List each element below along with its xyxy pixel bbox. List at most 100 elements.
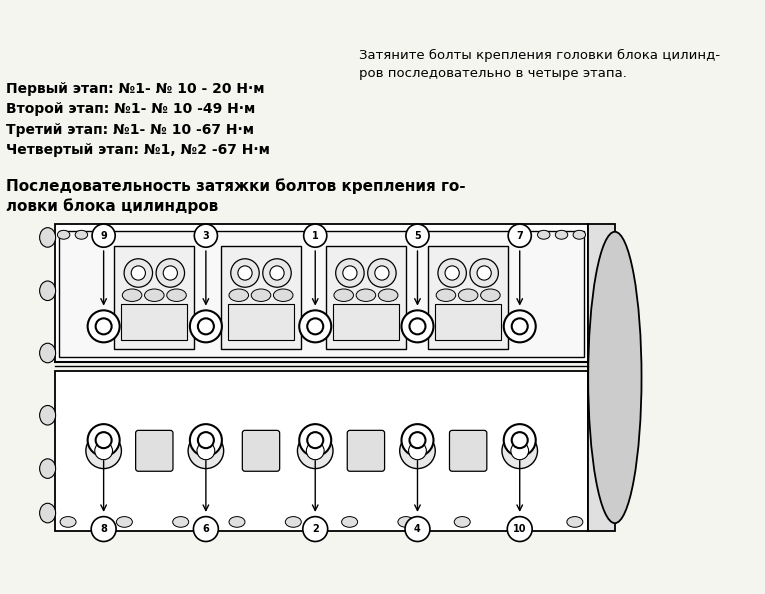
Circle shape: [96, 432, 112, 448]
FancyBboxPatch shape: [135, 431, 173, 471]
Text: ров последовательно в четыре этапа.: ров последовательно в четыре этапа.: [342, 67, 627, 80]
Circle shape: [512, 318, 528, 334]
Text: ловки блока цилиндров: ловки блока цилиндров: [6, 198, 218, 214]
Ellipse shape: [356, 289, 376, 301]
Polygon shape: [55, 224, 588, 362]
Circle shape: [402, 424, 434, 456]
Bar: [333, 304, 399, 340]
Circle shape: [304, 224, 327, 247]
Text: Второй этап: №1- № 10 -49 Н·м: Второй этап: №1- № 10 -49 Н·м: [6, 102, 255, 116]
Ellipse shape: [93, 230, 106, 239]
Circle shape: [502, 433, 538, 469]
Ellipse shape: [60, 517, 76, 527]
Ellipse shape: [167, 289, 187, 301]
Ellipse shape: [480, 289, 500, 301]
Circle shape: [409, 318, 425, 334]
Circle shape: [507, 517, 532, 542]
Circle shape: [131, 266, 145, 280]
Text: Первый этап: №1- № 10 - 20 Н·м: Первый этап: №1- № 10 - 20 Н·м: [6, 82, 265, 96]
Text: Последовательность затяжки болтов крепления го-: Последовательность затяжки болтов крепле…: [6, 178, 465, 194]
Ellipse shape: [40, 343, 56, 363]
Circle shape: [438, 259, 467, 287]
Circle shape: [190, 424, 222, 456]
Bar: [428, 247, 508, 349]
Circle shape: [163, 266, 177, 280]
Circle shape: [91, 517, 116, 542]
Circle shape: [303, 517, 327, 542]
Text: 7: 7: [516, 230, 523, 241]
Circle shape: [86, 433, 122, 469]
Circle shape: [198, 318, 214, 334]
Ellipse shape: [40, 406, 56, 425]
Circle shape: [124, 259, 152, 287]
Circle shape: [190, 310, 222, 342]
Circle shape: [343, 266, 357, 280]
Circle shape: [308, 432, 324, 448]
Bar: [114, 247, 194, 349]
Circle shape: [508, 224, 531, 247]
Circle shape: [308, 318, 324, 334]
Ellipse shape: [40, 228, 56, 247]
Circle shape: [156, 259, 184, 287]
Text: Четвертый этап: №1, №2 -67 Н·м: Четвертый этап: №1, №2 -67 Н·м: [6, 143, 270, 157]
Bar: [228, 304, 294, 340]
Circle shape: [470, 259, 498, 287]
Ellipse shape: [229, 289, 249, 301]
Circle shape: [375, 266, 389, 280]
Circle shape: [231, 259, 259, 287]
Text: 10: 10: [513, 524, 526, 534]
Ellipse shape: [40, 459, 56, 478]
Circle shape: [399, 433, 435, 469]
Circle shape: [306, 442, 324, 460]
Circle shape: [299, 310, 331, 342]
Ellipse shape: [342, 517, 357, 527]
FancyBboxPatch shape: [243, 431, 280, 471]
Bar: [122, 304, 187, 340]
Circle shape: [298, 433, 333, 469]
Circle shape: [503, 424, 536, 456]
Circle shape: [270, 266, 284, 280]
Circle shape: [477, 266, 491, 280]
FancyBboxPatch shape: [450, 431, 487, 471]
Circle shape: [409, 432, 425, 448]
Ellipse shape: [251, 289, 271, 301]
Circle shape: [188, 433, 223, 469]
Text: 2: 2: [312, 524, 318, 534]
Bar: [59, 231, 584, 358]
Ellipse shape: [588, 232, 642, 523]
Ellipse shape: [145, 289, 164, 301]
Circle shape: [95, 442, 112, 460]
Circle shape: [406, 224, 429, 247]
Circle shape: [238, 266, 252, 280]
Ellipse shape: [398, 517, 414, 527]
Circle shape: [88, 310, 119, 342]
Ellipse shape: [458, 289, 478, 301]
Ellipse shape: [567, 517, 583, 527]
Circle shape: [194, 517, 218, 542]
Ellipse shape: [379, 289, 398, 301]
Ellipse shape: [229, 517, 245, 527]
Circle shape: [336, 259, 364, 287]
Circle shape: [511, 442, 529, 460]
Ellipse shape: [538, 230, 550, 239]
Bar: [326, 247, 406, 349]
Ellipse shape: [57, 230, 70, 239]
Text: 9: 9: [100, 230, 107, 241]
Ellipse shape: [454, 517, 470, 527]
Ellipse shape: [334, 289, 353, 301]
Circle shape: [402, 310, 434, 342]
Text: Затяните болты крепления головки блока цилинд-: Затяните болты крепления головки блока ц…: [342, 49, 720, 62]
Circle shape: [445, 266, 459, 280]
Bar: [221, 247, 301, 349]
Polygon shape: [55, 371, 588, 531]
Ellipse shape: [116, 517, 132, 527]
FancyBboxPatch shape: [347, 431, 385, 471]
Text: 6: 6: [203, 524, 210, 534]
Ellipse shape: [285, 517, 301, 527]
Ellipse shape: [436, 289, 456, 301]
Ellipse shape: [40, 503, 56, 523]
Bar: [435, 304, 501, 340]
Circle shape: [96, 318, 112, 334]
Ellipse shape: [40, 281, 56, 301]
Circle shape: [88, 424, 119, 456]
